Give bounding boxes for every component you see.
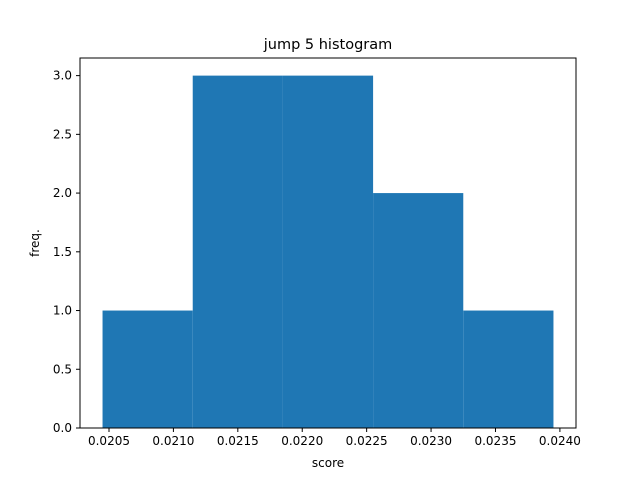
histogram-bar-4 <box>373 193 464 428</box>
histogram-bar-1 <box>102 310 193 428</box>
x-tick-label: 0.0205 <box>88 434 130 448</box>
histogram-bar-5 <box>463 310 554 428</box>
y-tick-label: 1.0 <box>53 304 72 318</box>
x-tick-label: 0.0235 <box>474 434 516 448</box>
histogram-bar-2 <box>192 75 283 428</box>
chart-title: jump 5 histogram <box>263 37 393 53</box>
y-axis-ticks: 0.0 0.5 1.0 1.5 2.0 2.5 3.0 <box>53 69 80 435</box>
x-tick-label: 0.0225 <box>346 434 388 448</box>
y-axis-label: freq. <box>28 229 42 257</box>
y-tick-label: 3.0 <box>53 69 72 83</box>
x-tick-label: 0.0220 <box>281 434 323 448</box>
x-tick-label: 0.0210 <box>152 434 194 448</box>
x-tick-label: 0.0230 <box>410 434 452 448</box>
x-axis-ticks: 0.0205 0.0210 0.0215 0.0220 0.0225 0.0230 0.02… <box>88 428 581 448</box>
y-tick-label: 2.0 <box>53 186 72 200</box>
y-tick-label: 0.5 <box>53 362 72 376</box>
y-tick-label: 2.5 <box>53 127 72 141</box>
plot-frame <box>79 57 577 429</box>
bars-group <box>102 75 554 428</box>
y-tick-label: 1.5 <box>53 245 72 259</box>
x-tick-label: 0.0240 <box>539 434 581 448</box>
x-tick-label: 0.0215 <box>217 434 259 448</box>
histogram-bar-3 <box>282 75 374 428</box>
y-tick-label: 0.0 <box>53 421 72 435</box>
x-axis-label: score <box>312 456 344 470</box>
